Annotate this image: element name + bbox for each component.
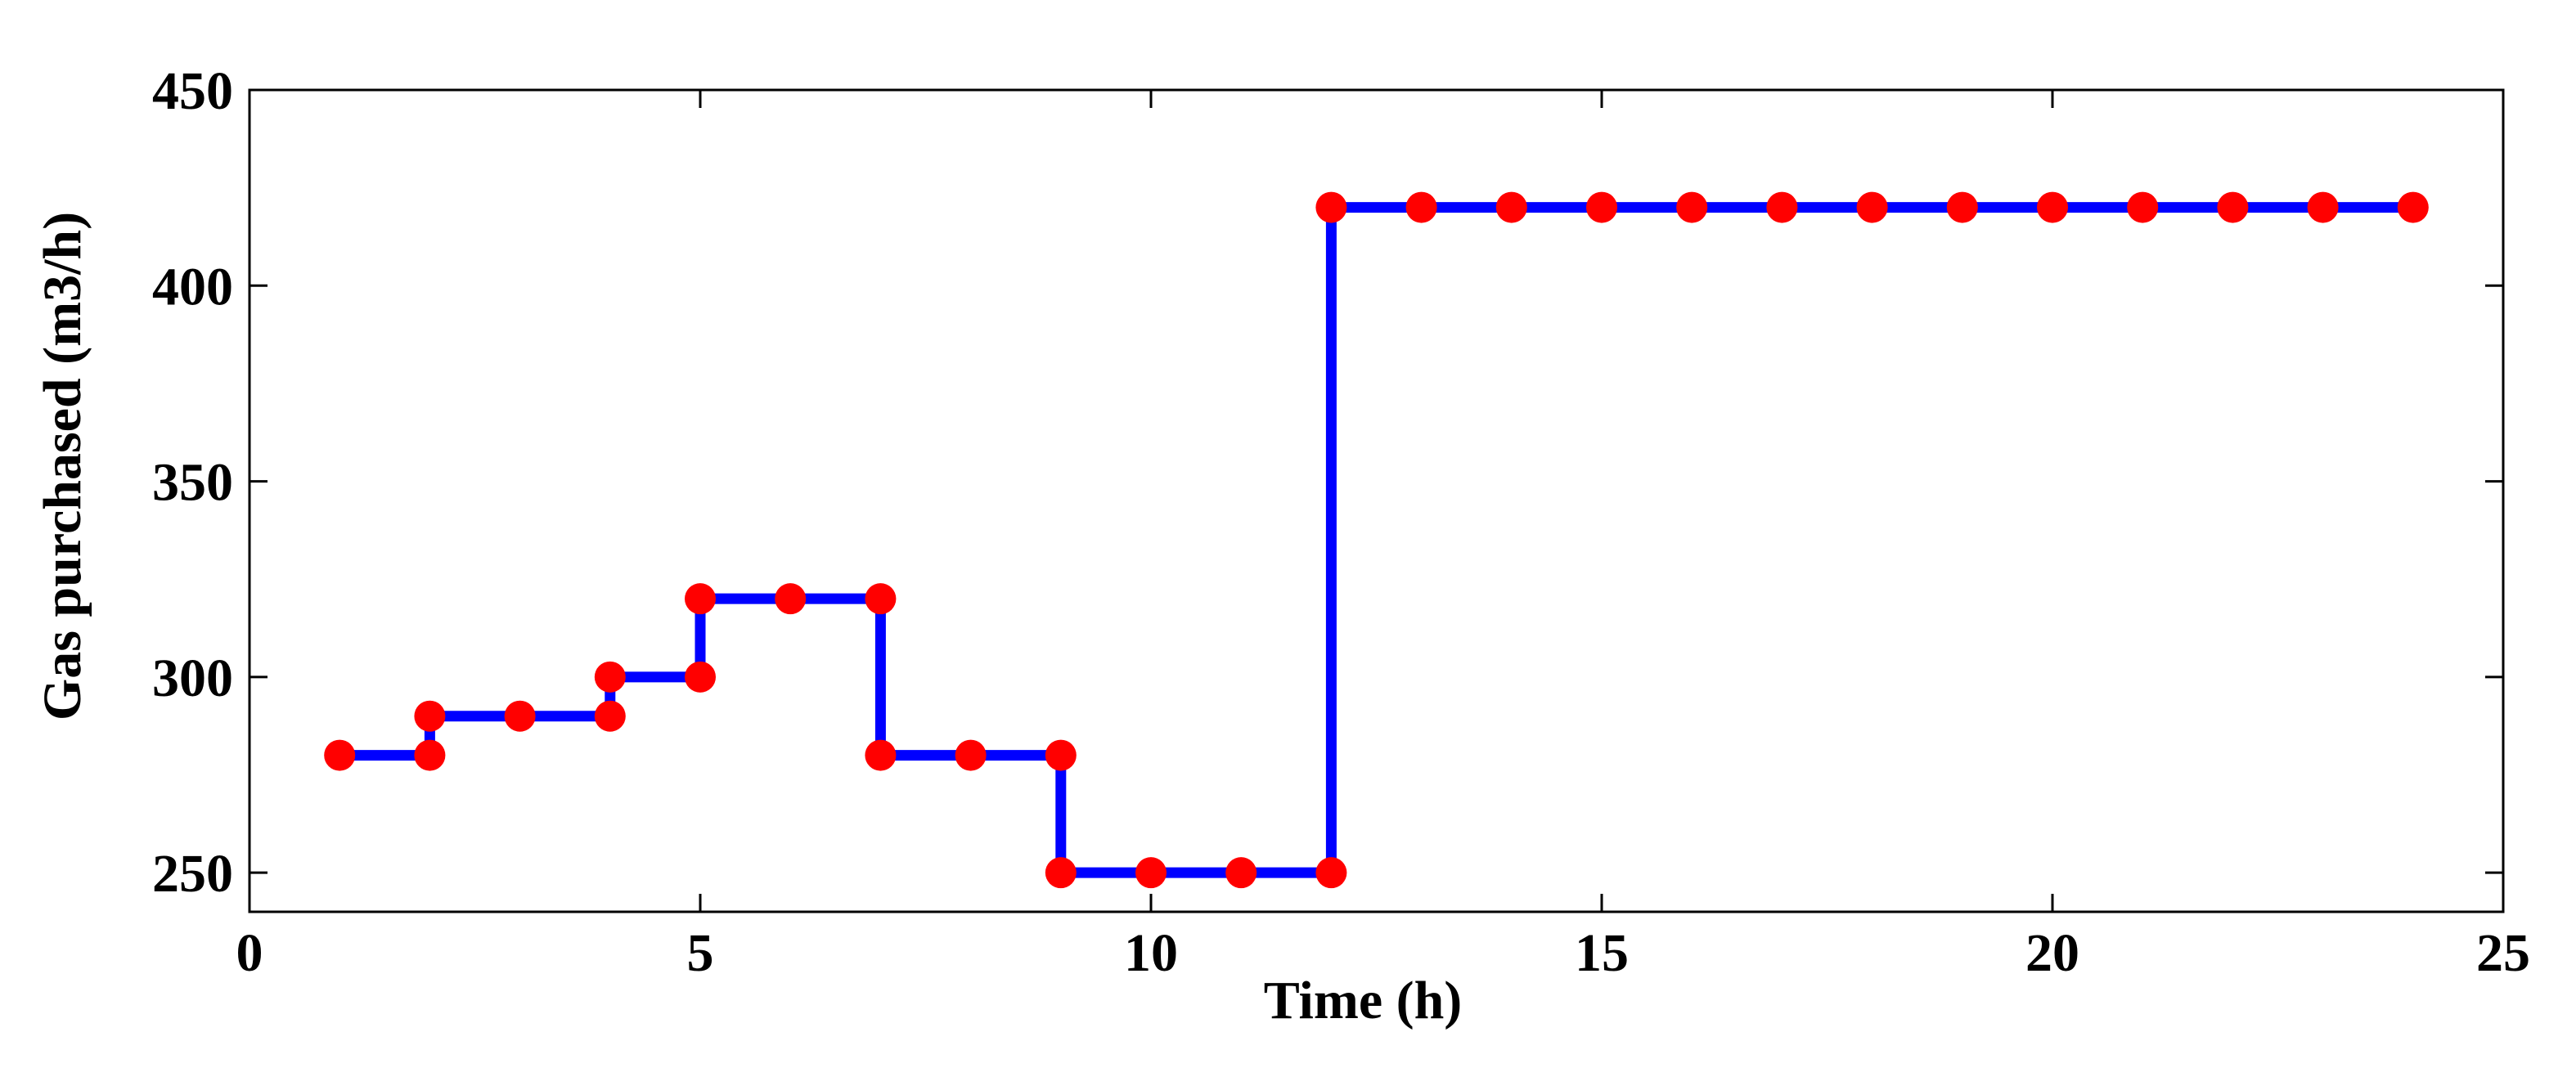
x-tick-label: 5 — [687, 923, 714, 983]
x-tick-label: 0 — [236, 923, 263, 983]
y-tick-label: 250 — [152, 844, 233, 904]
data-point — [1315, 191, 1347, 223]
data-point — [775, 583, 807, 615]
y-tick-label: 350 — [152, 453, 233, 513]
step-corner-marker — [685, 661, 716, 693]
data-point — [1946, 191, 1978, 223]
y-tick-label: 300 — [152, 648, 233, 708]
data-point — [2217, 191, 2249, 223]
step-corner-marker — [1315, 857, 1347, 889]
series-line — [339, 202, 2413, 878]
data-point — [1586, 191, 1617, 223]
data-point — [414, 700, 446, 732]
data-point — [1676, 191, 1708, 223]
y-tick-label: 450 — [152, 61, 233, 121]
x-tick-label: 10 — [1124, 923, 1178, 983]
step-corner-marker — [1045, 739, 1077, 771]
data-point — [1856, 191, 1888, 223]
step-corner-marker — [594, 700, 626, 732]
data-point — [1766, 191, 1798, 223]
data-point — [2307, 191, 2339, 223]
step-corner-marker — [414, 739, 446, 771]
y-tick-label: 400 — [152, 257, 233, 316]
data-point — [1135, 857, 1167, 889]
data-point — [685, 583, 716, 615]
data-point — [594, 661, 626, 693]
data-point — [504, 700, 536, 732]
data-point — [2397, 191, 2429, 223]
axes-box — [248, 88, 2505, 913]
x-tick-label: 15 — [1575, 923, 1629, 983]
x-tick-label: 20 — [2025, 923, 2079, 983]
y-axis-title: Gas purchased (m3/h) — [33, 212, 92, 720]
data-point — [1405, 191, 1437, 223]
x-axis-title: Time (h) — [1264, 971, 1463, 1030]
data-point — [865, 739, 897, 771]
data-point — [1045, 857, 1077, 889]
data-point — [1495, 191, 1527, 223]
data-point — [2037, 191, 2068, 223]
data-point — [324, 739, 356, 771]
step-corner-marker — [865, 583, 897, 615]
data-point — [1225, 857, 1257, 889]
data-point — [955, 739, 987, 771]
plot-area: 0 5 10 15 20 25 250 300 350 400 450 — [152, 61, 2530, 983]
x-tick-label: 25 — [2476, 923, 2530, 983]
data-point — [2127, 191, 2159, 223]
